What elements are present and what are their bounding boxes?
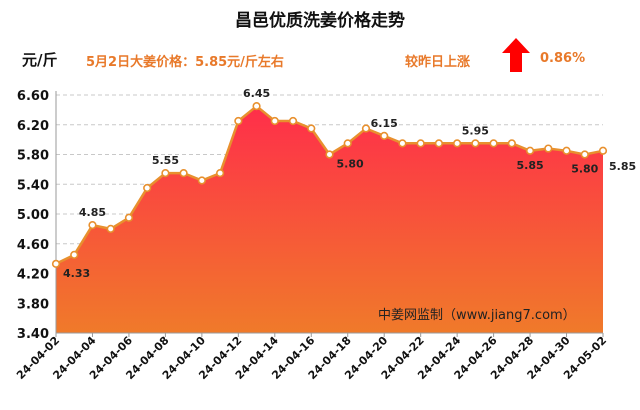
- data-point: [234, 116, 243, 126]
- data-label: 4.85: [79, 206, 106, 219]
- y-tick-label: 5.40: [17, 178, 49, 193]
- data-point: [343, 139, 352, 148]
- data-point: [325, 150, 334, 159]
- change-value: 0.86%: [540, 51, 586, 66]
- up-arrow-icon: [502, 38, 530, 72]
- data-point: [51, 259, 61, 268]
- data-point: [288, 116, 298, 126]
- data-point: [453, 139, 462, 148]
- chart-title: 昌邑优质洗姜价格走势: [235, 11, 405, 31]
- data-point: [507, 139, 516, 148]
- axis-layer: [55, 91, 604, 337]
- data-point: [70, 250, 79, 260]
- y-tick-label: 3.80: [17, 297, 49, 312]
- data-point: [416, 139, 425, 148]
- y-tick-label: 5.80: [17, 149, 49, 164]
- data-point: [398, 139, 407, 148]
- data-point: [580, 150, 589, 159]
- y-tick-label: 3.40: [17, 327, 49, 342]
- data-point: [106, 224, 115, 233]
- data-label: 5.55: [152, 154, 179, 167]
- data-point: [88, 221, 97, 230]
- y-tick-label: 6.20: [17, 119, 49, 134]
- data-point: [307, 124, 316, 133]
- change-label: 较昨日上涨: [405, 55, 471, 70]
- x-tick-labels: 24-04-0224-04-0424-04-0624-04-0824-04-10…: [14, 334, 609, 382]
- data-point: [489, 139, 498, 148]
- data-point: [197, 176, 206, 185]
- data-label: 4.33: [63, 267, 90, 280]
- points-layer: [51, 102, 608, 268]
- labels-layer: 4.33 4.85 5.55 6.45 5.80 6.15 5.95 5.85 5.80 5.85: [63, 87, 636, 280]
- data-point: [124, 213, 134, 222]
- data-label: 5.85: [609, 160, 636, 173]
- watermark: 中姜网监制（www.jiang7.com）: [378, 308, 576, 323]
- data-label: 5.95: [462, 124, 489, 137]
- data-point: [361, 124, 371, 133]
- data-point: [525, 146, 535, 155]
- data-point: [544, 144, 553, 153]
- data-point: [216, 168, 225, 178]
- y-tick-labels: 3.40 3.80 4.20 4.60 5.00 5.40 5.80 6.20 6.60: [17, 89, 49, 342]
- data-point: [161, 168, 170, 178]
- data-point: [380, 131, 389, 141]
- data-label: 5.85: [516, 159, 543, 172]
- data-point: [143, 183, 152, 193]
- data-point: [471, 139, 480, 148]
- unit-label: 元/斤: [22, 51, 58, 69]
- y-tick-label: 6.60: [17, 89, 49, 104]
- y-tick-label: 4.20: [17, 268, 49, 283]
- data-point: [598, 146, 608, 155]
- y-tick-label: 4.60: [17, 238, 49, 253]
- data-point: [252, 102, 261, 111]
- data-point: [562, 146, 571, 155]
- data-point: [270, 116, 279, 126]
- data-point: [179, 168, 188, 178]
- data-label: 5.80: [337, 158, 364, 171]
- data-label: 6.15: [371, 117, 398, 130]
- price-note: 5月2日大姜价格：5.85元/斤左右: [86, 55, 284, 70]
- area-fill: [56, 106, 603, 333]
- y-tick-label: 5.00: [17, 208, 49, 223]
- data-label: 6.45: [243, 87, 270, 100]
- data-point: [434, 139, 444, 148]
- data-label: 5.80: [571, 163, 598, 176]
